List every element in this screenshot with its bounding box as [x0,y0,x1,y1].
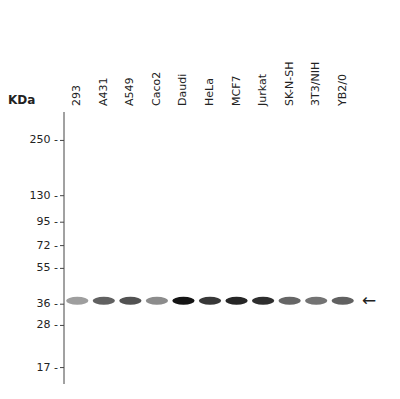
chart: 250 - 130 - 95 - 72 - 55 - 36 - 28 - 17 - KDa 293… [0,0,400,399]
y-tick [60,245,64,246]
band [66,297,88,305]
lane-label: YB2/0 [336,74,349,107]
lane-label: MCF7 [230,76,243,107]
y-tick [60,140,64,141]
lane-label: 3T3/NIH [309,62,322,106]
y-tick-label: 72 - [37,239,58,252]
y-tick [60,222,64,223]
lane-label: Caco2 [150,72,163,106]
lane-label: Jurkat [256,73,269,107]
band [305,297,327,305]
y-tick [60,304,64,305]
band [199,297,221,305]
band [146,297,168,305]
y-tick-label: 95 - [37,215,58,228]
annotation: ← [362,290,376,310]
y-tick-label: 250 - [30,133,58,146]
y-tick-label: 28 - [37,318,58,331]
band [93,297,115,305]
y-axis-label: KDa [8,93,35,107]
y-tick-label: 17 - [37,361,58,374]
band [225,297,247,305]
y-tick [60,195,64,196]
y-tick-label: 55 - [37,261,58,274]
lane-label: 293 [70,85,83,106]
y-axis-line [64,112,65,384]
band [332,297,354,305]
lane-label: A549 [123,77,136,106]
lane-label: Daudi [176,74,189,106]
lane-label: A431 [97,77,110,106]
y-tick-label: 36 - [37,297,58,310]
bands [66,297,354,305]
y-tick [60,325,64,326]
lane-label: HeLa [203,78,216,106]
lane-label: SK-N-SH [283,62,296,106]
y-tick [60,268,64,269]
band [119,297,141,305]
band [278,297,300,305]
band [252,297,274,305]
y-tick [60,367,64,368]
band [172,297,194,305]
y-tick-label: 130 - [30,189,58,202]
